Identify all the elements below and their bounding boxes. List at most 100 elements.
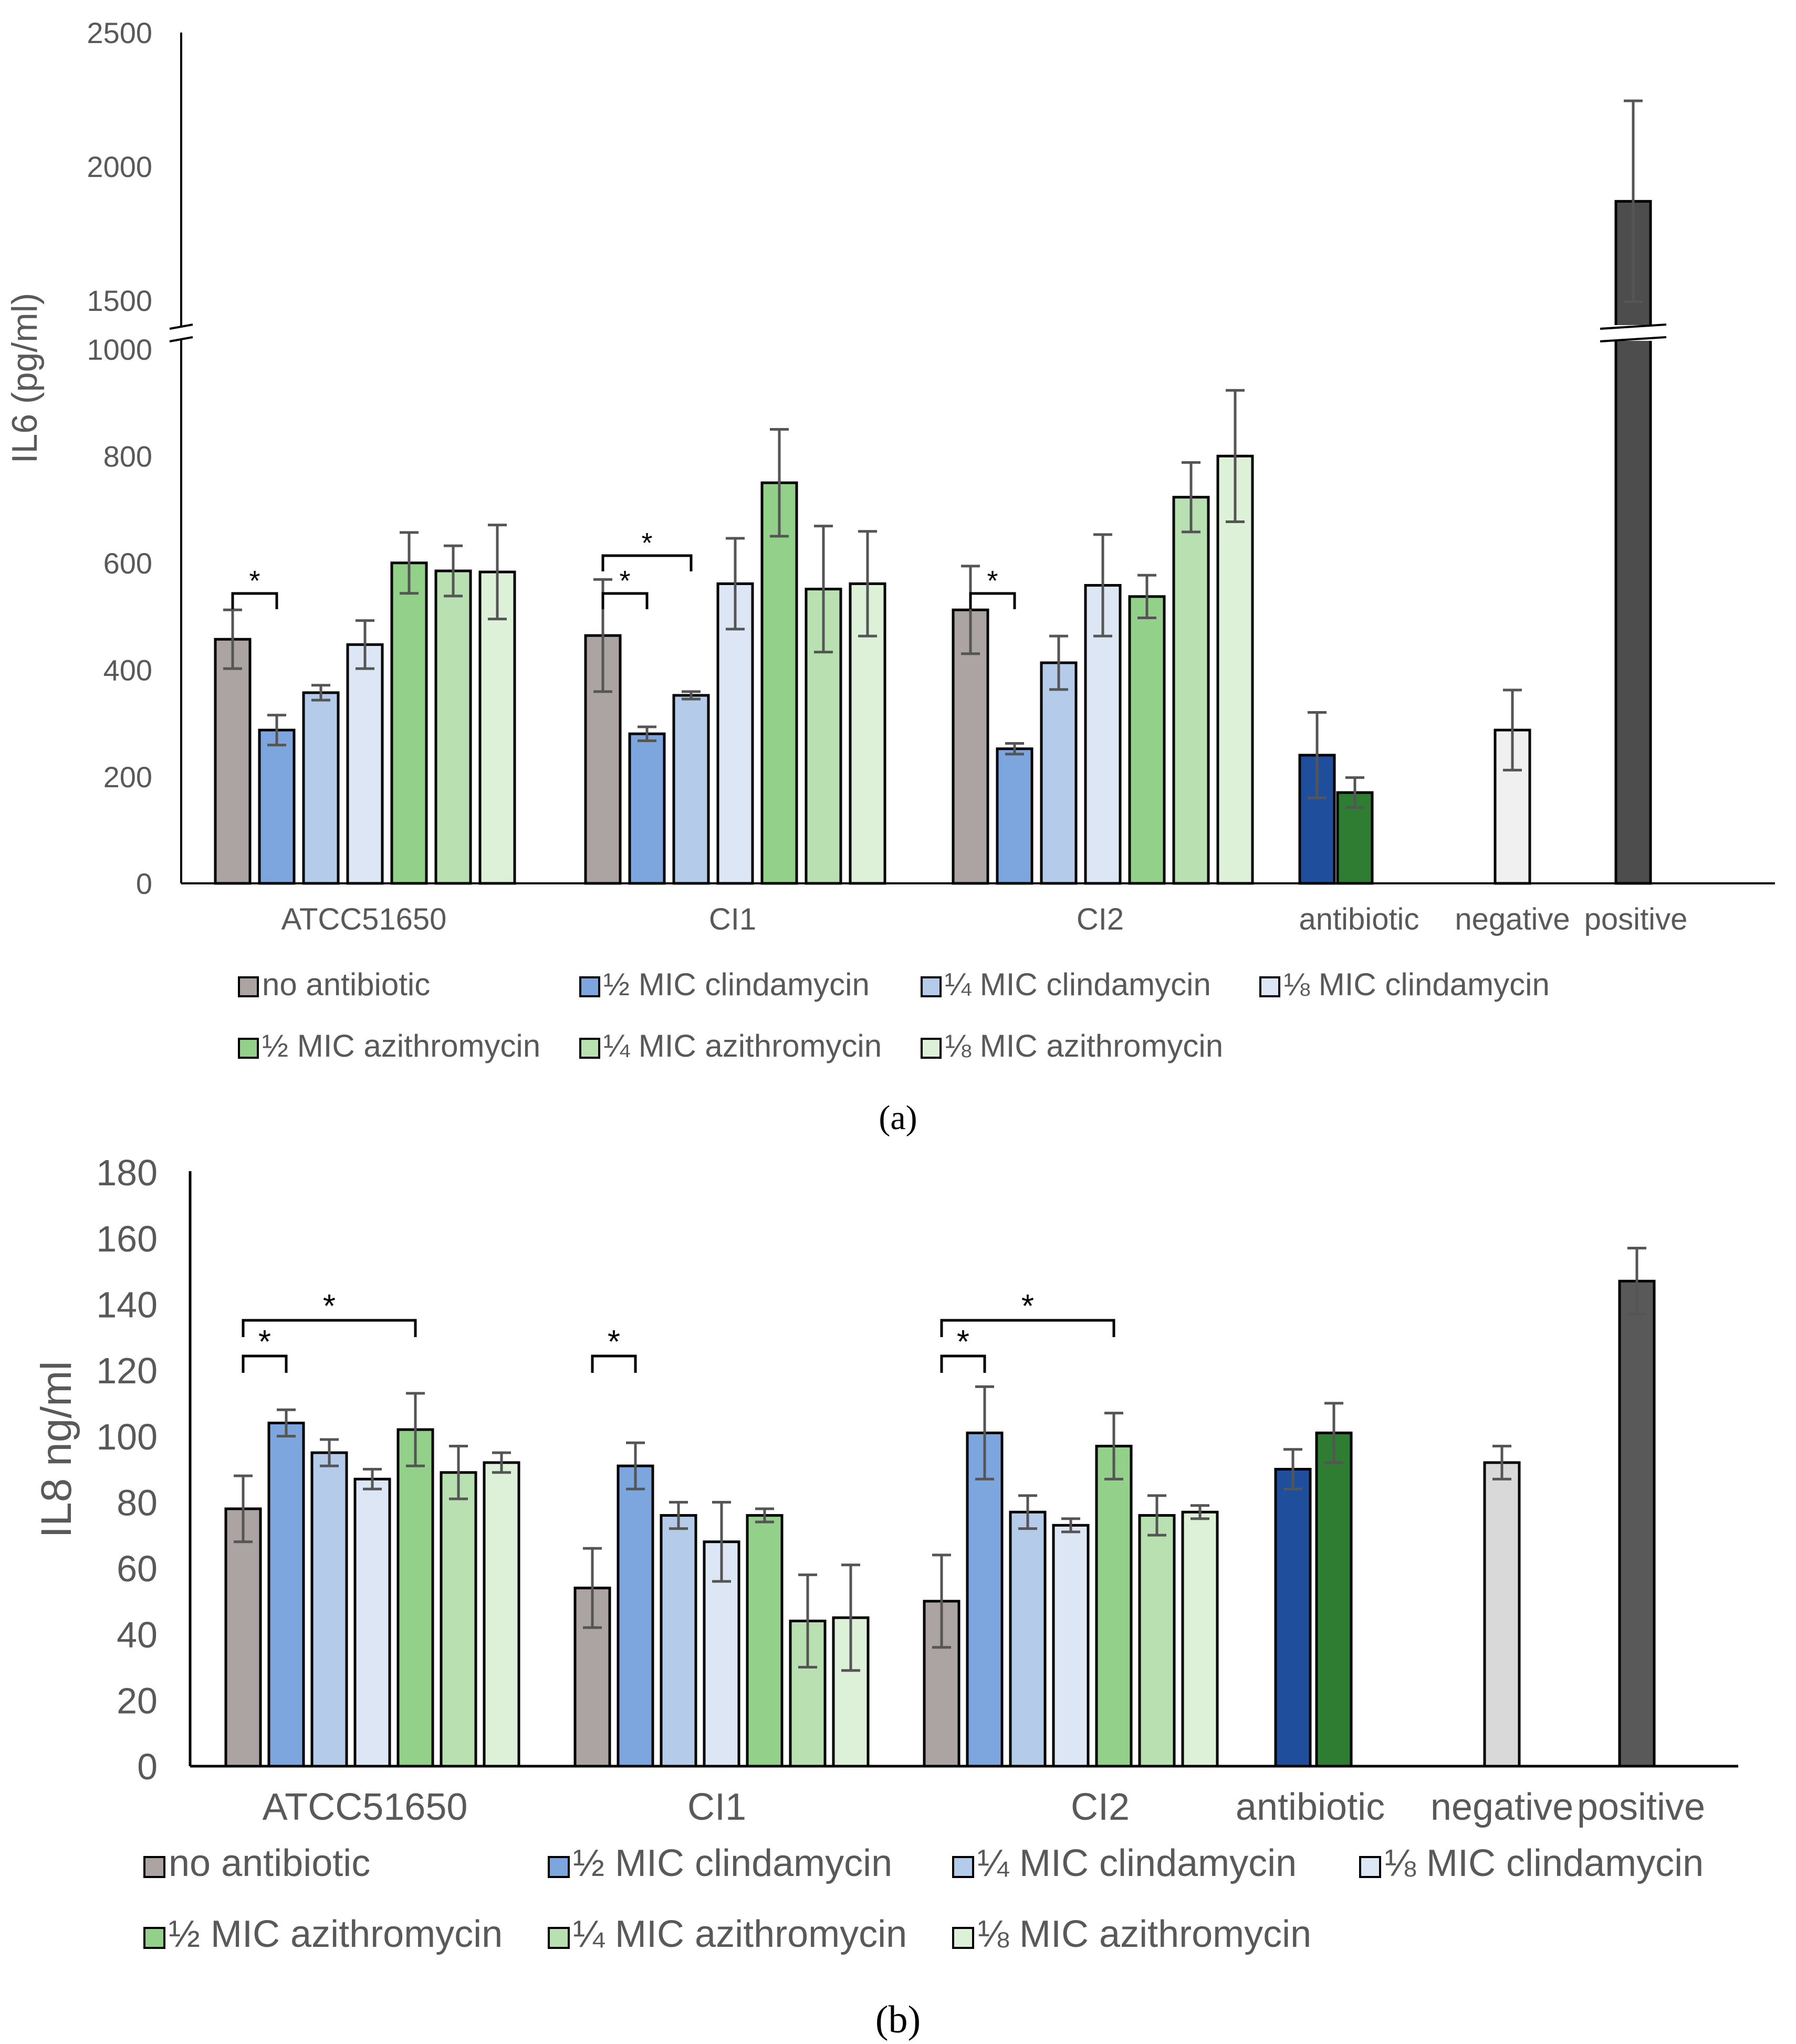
legend-swatch: [579, 1038, 600, 1059]
legend-swatch: [921, 976, 942, 997]
y-tick-label: 20: [117, 1681, 158, 1722]
bar: [1618, 1279, 1656, 1768]
x-category-label: CI2: [1077, 902, 1124, 936]
significance-star: *: [957, 1324, 969, 1360]
legend-label: ½ MIC clindamycin: [573, 1842, 892, 1884]
legend-swatch: [579, 976, 600, 997]
legend-swatch: [143, 1856, 165, 1878]
y-tick-label: 80: [117, 1483, 158, 1524]
significance-bracket: [591, 1354, 637, 1373]
x-category-labels: ATCC51650 CI1 CI2 antibiotic negative positiv…: [263, 1786, 1706, 1828]
chart-panel-a: 0 200 400 600 800 1000 1500 2000 2500 IL6 (pg/ml)…: [5, 16, 1775, 1137]
x-category-label: negative: [1430, 1786, 1573, 1828]
bar: [302, 691, 340, 885]
legend-label: no antibiotic: [169, 1842, 370, 1884]
bar: [353, 1477, 391, 1768]
legend-label: ½ MIC azithromycin: [169, 1913, 503, 1955]
bar: [996, 747, 1033, 885]
bar: [1128, 595, 1166, 885]
bar: [1483, 1461, 1521, 1768]
legend-label: ½ MIC azithromycin: [262, 1028, 540, 1063]
significance-brackets: * * * *: [231, 527, 1016, 609]
legend-label: ¼ MIC clindamycin: [945, 967, 1211, 1002]
significance-bracket: [940, 1319, 1115, 1337]
significance-star: *: [1021, 1288, 1034, 1325]
bar-break-mark: [1600, 336, 1667, 342]
bar: [1052, 1524, 1090, 1768]
y-tick-label: 60: [117, 1548, 158, 1589]
legend: no antibiotic ½ MIC clindamycin ¼ MIC clin…: [238, 967, 1550, 1063]
y-tick-label: 120: [96, 1350, 158, 1391]
panel-label: (b): [875, 1998, 921, 2041]
x-category-label: CI1: [709, 902, 756, 936]
bar: [1614, 200, 1652, 885]
significance-star: *: [249, 565, 260, 597]
significance-star: *: [608, 1324, 620, 1360]
legend-label: ¼ MIC azithromycin: [573, 1913, 907, 1955]
bar: [390, 561, 428, 885]
y-tick-label: 100: [96, 1416, 158, 1457]
bar: [258, 728, 296, 885]
x-category-label: antibiotic: [1236, 1786, 1385, 1828]
y-axis-label: IL6 (pg/ml): [5, 293, 45, 464]
bar: [434, 569, 472, 885]
x-category-label: CI2: [1071, 1786, 1130, 1828]
significance-brackets: * * * * *: [242, 1288, 1115, 1373]
legend-swatch: [1259, 976, 1280, 997]
bar: [760, 481, 798, 885]
y-tick-label: 160: [96, 1218, 158, 1259]
legend-label: ⅛ MIC clindamycin: [1384, 1842, 1704, 1884]
bar: [1009, 1510, 1047, 1768]
x-category-label: antibiotic: [1299, 902, 1419, 936]
bar: [1315, 1431, 1353, 1768]
x-category-label: positive: [1577, 1786, 1705, 1828]
significance-bracket: [242, 1319, 417, 1337]
bar: [617, 1464, 654, 1768]
bar: [224, 1507, 262, 1768]
bar: [483, 1461, 520, 1768]
x-category-label: positive: [1584, 902, 1688, 936]
bar: [628, 732, 666, 885]
significance-star: *: [323, 1288, 336, 1325]
bars: [214, 99, 1667, 885]
y-tick-label: 1000: [87, 333, 152, 366]
significance-bracket: [601, 592, 649, 609]
bars: [224, 1247, 1656, 1768]
y-tick-labels: 0 200 400 600 800 1000 1500 2000 2500: [87, 16, 152, 900]
y-axis-label: IL8 ng/ml: [33, 1361, 80, 1538]
legend-swatch: [238, 1038, 259, 1059]
significance-star: *: [641, 527, 652, 559]
chart-panel-b: 0 20 40 60 80 100 120 140 160 180 IL8 ng/ml * * * * * AT…: [33, 1152, 1738, 2041]
bar: [746, 1514, 784, 1768]
significance-star: *: [258, 1324, 271, 1360]
x-category-labels: ATCC51650 CI1 CI2 antibiotic negative positiv…: [281, 902, 1688, 936]
bar: [805, 588, 842, 885]
y-tick-label: 140: [96, 1285, 158, 1326]
x-category-label: CI1: [687, 1786, 746, 1828]
significance-star: *: [987, 565, 998, 597]
significance-bracket: [231, 592, 278, 609]
bar: [396, 1428, 434, 1768]
legend-label: ¼ MIC clindamycin: [977, 1842, 1297, 1884]
y-tick-label: 800: [103, 440, 152, 473]
bar: [1138, 1514, 1176, 1768]
significance-bracket: [969, 592, 1016, 609]
y-tick-labels: 0 20 40 60 80 100 120 140 160 180: [96, 1152, 158, 1787]
bar-break-mark: [1600, 324, 1667, 330]
bar: [660, 1514, 697, 1768]
bar: [1336, 791, 1374, 885]
legend-swatch: [952, 1927, 974, 1949]
legend-swatch: [548, 1927, 570, 1949]
legend-label: ⅛ MIC clindamycin: [1283, 967, 1550, 1002]
legend-swatch: [952, 1856, 974, 1878]
y-tick-label: 600: [103, 547, 152, 580]
bar: [1040, 661, 1078, 885]
y-tick-label: 1500: [87, 284, 152, 317]
x-category-label: negative: [1455, 902, 1570, 936]
axis-break-mark: [169, 324, 193, 330]
legend-swatch: [921, 1038, 942, 1059]
significance-bracket: [601, 554, 693, 571]
significance-star: *: [619, 565, 630, 597]
bar: [346, 643, 384, 885]
bar: [440, 1471, 477, 1768]
